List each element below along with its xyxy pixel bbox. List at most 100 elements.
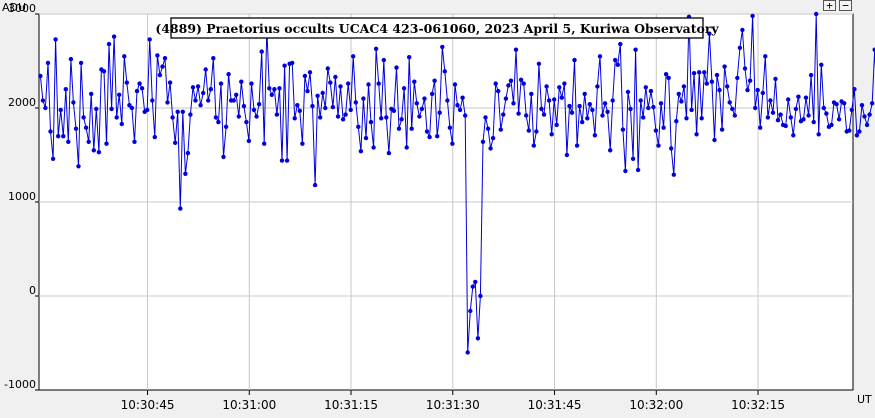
data-point [279, 158, 285, 163]
data-point [38, 73, 43, 79]
data-point [175, 109, 180, 115]
data-point [221, 154, 226, 160]
data-point [201, 90, 206, 96]
data-point [501, 112, 506, 117]
data-point [272, 87, 277, 92]
data-point [455, 103, 460, 108]
data-point [300, 141, 305, 146]
data-point [396, 126, 402, 131]
data-point [277, 86, 282, 91]
data-point [531, 143, 536, 148]
data-point [536, 61, 542, 66]
data-point [185, 150, 191, 156]
data-point [447, 125, 453, 130]
data-point [76, 164, 81, 169]
data-point [658, 101, 664, 106]
data-point [569, 110, 575, 115]
data-point [580, 119, 585, 125]
data-point [358, 149, 364, 154]
data-point [183, 171, 188, 176]
data-point [81, 115, 86, 120]
data-point [43, 105, 48, 111]
data-point [422, 96, 427, 101]
data-point [641, 115, 646, 120]
data-point [269, 92, 274, 98]
x-tick-label: 10:32:15 [731, 398, 785, 412]
x-axis-ticks: 10:30:45 10:31:00 10:31:15 10:31:30 10:31:45… [121, 390, 785, 412]
data-point [628, 106, 633, 112]
data-point [722, 64, 727, 69]
data-point [592, 133, 598, 138]
data-point [152, 134, 157, 140]
data-point [442, 69, 447, 74]
data-point [391, 108, 397, 114]
data-point [419, 106, 425, 112]
data-point [259, 49, 264, 54]
data-point [386, 150, 392, 156]
data-point [305, 88, 310, 94]
data-point [216, 119, 221, 125]
data-point [681, 84, 687, 89]
data-point [717, 87, 722, 93]
data-point [852, 87, 857, 92]
data-point [470, 284, 475, 289]
data-point [811, 119, 816, 125]
data-point [524, 113, 529, 118]
data-point [646, 105, 651, 111]
data-point [872, 47, 875, 52]
data-point [366, 82, 371, 87]
data-point [155, 53, 160, 58]
data-point [71, 100, 76, 105]
data-point [236, 114, 241, 119]
data-point [239, 79, 244, 84]
data-point [457, 107, 463, 113]
data-point [407, 55, 412, 60]
data-point [147, 37, 152, 42]
data-point [244, 119, 249, 125]
data-point [541, 112, 547, 117]
data-point [719, 127, 725, 132]
data-point [83, 125, 89, 130]
data-point [582, 91, 587, 97]
data-point [699, 116, 704, 121]
data-point [68, 56, 74, 62]
data-point [346, 81, 351, 86]
data-point [89, 91, 94, 97]
data-point [414, 101, 419, 106]
data-point [572, 57, 577, 63]
data-point [424, 129, 430, 134]
data-point [195, 84, 201, 89]
data-point [763, 54, 768, 59]
data-point [137, 81, 142, 86]
data-point [854, 133, 860, 138]
data-point [697, 70, 702, 75]
data-point [567, 103, 572, 109]
data-point [48, 129, 53, 134]
data-point [783, 123, 788, 129]
data-point [508, 78, 514, 83]
data-point [198, 103, 203, 108]
data-point [213, 115, 219, 120]
data-point [516, 111, 521, 116]
data-point [554, 122, 559, 128]
data-point [157, 72, 163, 78]
data-point [381, 57, 386, 63]
data-point [132, 139, 137, 144]
data-point [870, 101, 875, 106]
data-point [557, 85, 562, 90]
data-point [356, 124, 361, 129]
data-point [323, 105, 328, 111]
data-point [104, 141, 109, 146]
data-point [653, 128, 659, 133]
data-point [829, 122, 834, 128]
data-point [770, 110, 776, 115]
data-point [384, 115, 389, 120]
data-point [602, 101, 608, 106]
data-point [160, 64, 165, 69]
data-point [490, 135, 496, 141]
data-point [760, 90, 765, 96]
x-tick-label: 10:31:30 [426, 398, 480, 412]
zoom-out-button[interactable]: − [839, 0, 852, 11]
zoom-in-button[interactable]: + [823, 0, 836, 11]
